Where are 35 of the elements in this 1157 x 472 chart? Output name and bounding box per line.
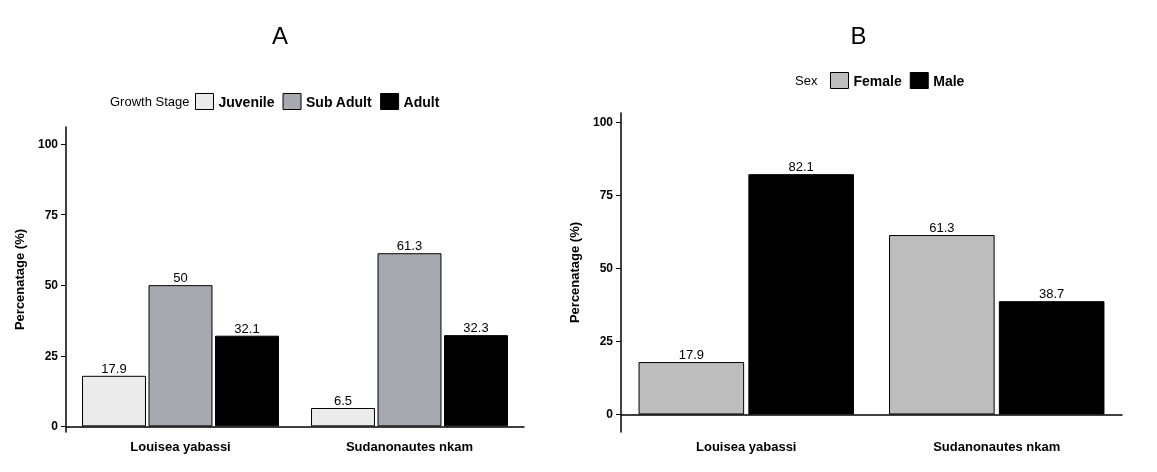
data-label: 38.7 [1039,286,1065,302]
legend-label: Male [933,72,965,89]
legend-label: Adult [403,93,440,110]
data-label: 50 [173,270,188,286]
data-label: 32.3 [463,320,489,336]
y-tick-label: 100 [592,114,614,129]
y-tick-label: 100 [37,136,59,151]
x-tick-label: Louisea yabassi [130,439,231,454]
y-tick-label: 0 [51,419,59,434]
x-tick-label: Sudanonautes nkam [933,439,1061,454]
x-tick-label: Sudanonautes nkam [345,439,474,454]
legend-label: Female [853,72,902,89]
legend-label: Juvenile [218,93,275,110]
data-label: 61.3 [396,238,423,254]
legend-title: Growth Stage [110,94,190,109]
y-tick-label: 75 [599,187,614,202]
data-label: 32.1 [234,320,260,336]
data-label: 61.3 [929,220,955,236]
x-tick-label: Louisea yabassi [696,439,797,454]
y-tick-label: 75 [44,207,59,222]
data-label: 17.9 [678,347,704,363]
y-tick-label: 0 [606,407,614,422]
y-axis-title: Percenatage (%) [567,221,582,324]
y-tick-label: 50 [44,278,59,293]
chart-title: B [850,21,867,49]
y-tick-label: 25 [44,348,59,363]
data-label: 6.5 [333,393,353,408]
data-label: 17.9 [101,360,127,376]
y-axis-title: Percenatage (%) [12,228,27,331]
legend-title: Sex [795,73,818,88]
chart-title: A [271,21,289,49]
legend-label: Sub Adult [306,93,372,110]
y-tick-label: 50 [599,261,614,276]
data-label: 82.1 [788,159,814,175]
y-tick-label: 25 [599,334,614,349]
